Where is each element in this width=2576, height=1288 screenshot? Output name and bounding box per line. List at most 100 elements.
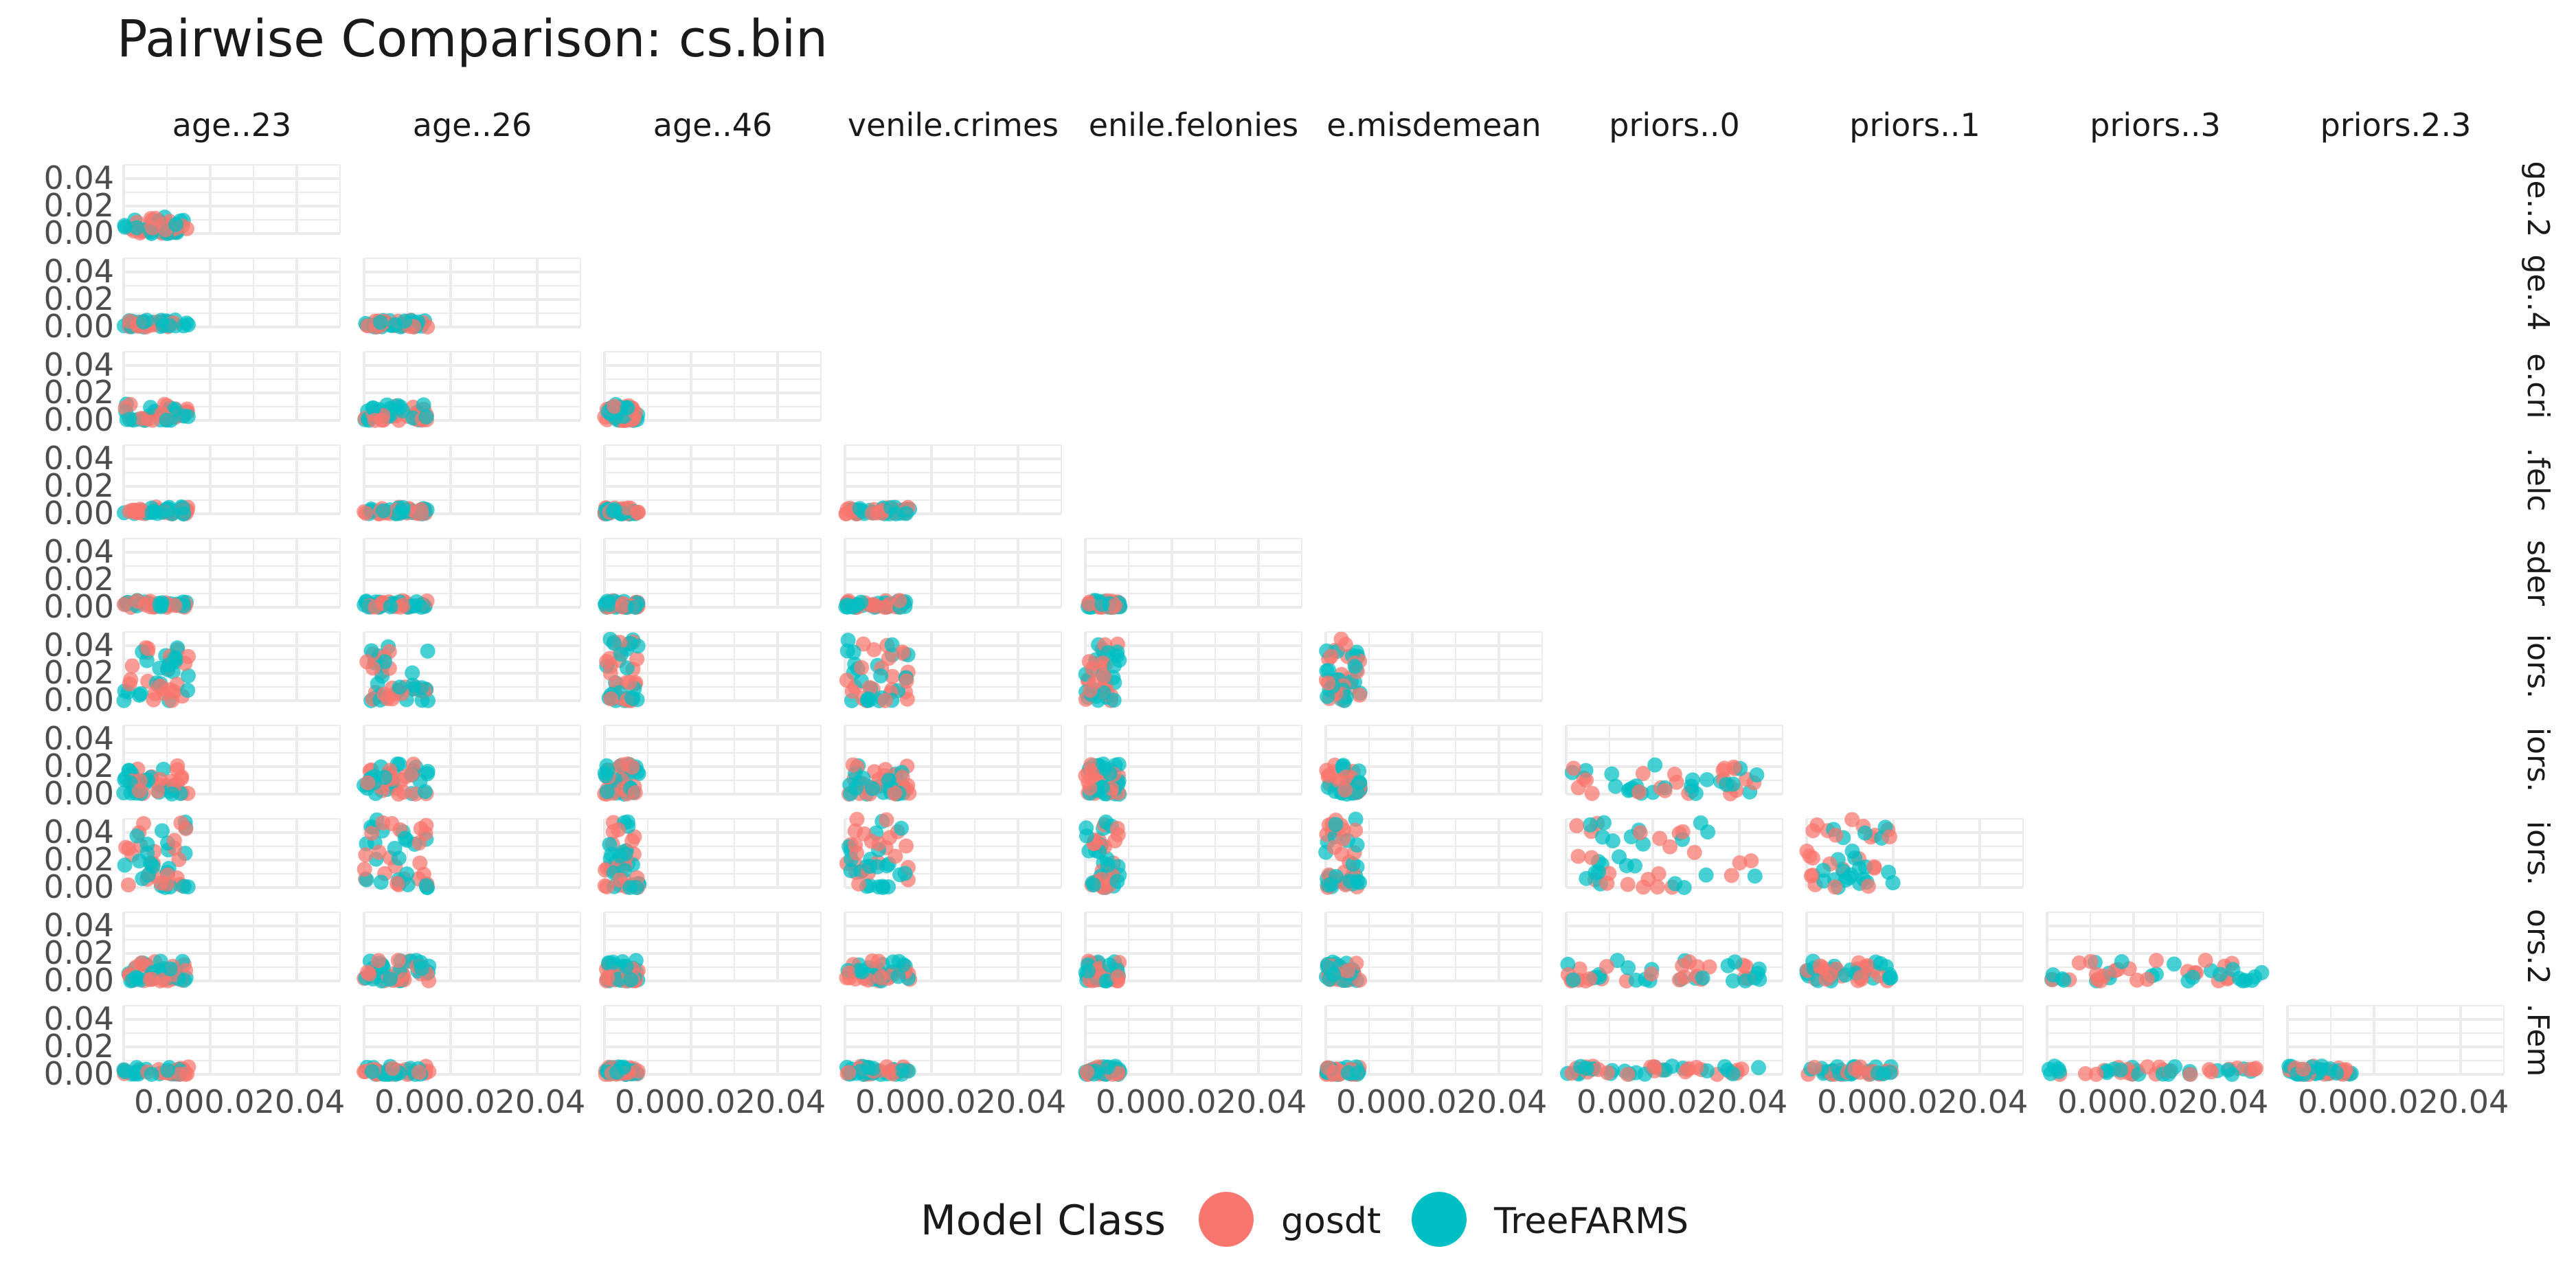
point-treefarms [1816, 863, 1831, 879]
point-treefarms [1604, 766, 1620, 782]
point-gosdt [1671, 972, 1687, 988]
point-treefarms [1106, 692, 1122, 708]
point-gosdt [1620, 877, 1636, 892]
point-treefarms [2112, 1062, 2128, 1078]
point-treefarms [375, 503, 391, 519]
point-gosdt [1570, 848, 1586, 864]
y-tick-label: 0.02 [44, 467, 114, 504]
panel-r5-c5 [1324, 631, 1543, 702]
point-treefarms [1328, 868, 1344, 884]
point-treefarms [122, 411, 137, 427]
point-gosdt [881, 1063, 896, 1079]
point-gosdt [389, 876, 405, 892]
point-treefarms [1320, 688, 1335, 704]
point-gosdt [872, 970, 888, 986]
point-treefarms [1627, 858, 1643, 874]
point-gosdt [602, 651, 618, 666]
point-gosdt [1726, 759, 1741, 775]
point-treefarms [1685, 772, 1701, 788]
point-treefarms [417, 784, 433, 800]
point-treefarms [1747, 868, 1763, 884]
x-tick-label: 0.000.020.04 [855, 1083, 1066, 1120]
point-gosdt [627, 784, 643, 800]
point-treefarms [1100, 857, 1116, 873]
panel-r9-c4 [1084, 1005, 1302, 1076]
point-treefarms [899, 506, 914, 521]
point-treefarms [383, 599, 398, 615]
point-gosdt [140, 641, 156, 657]
point-gosdt [358, 506, 374, 521]
point-gosdt [1323, 648, 1339, 664]
point-gosdt [1799, 844, 1815, 859]
point-gosdt [2083, 953, 2099, 969]
y-tick-label: 0.00 [44, 775, 114, 812]
point-gosdt [1096, 668, 1111, 684]
y-tick-label: 0.00 [44, 588, 114, 625]
point-gosdt [170, 762, 185, 778]
point-treefarms [840, 633, 856, 648]
point-gosdt [1599, 875, 1615, 891]
point-treefarms [168, 216, 184, 232]
point-treefarms [418, 409, 434, 425]
point-treefarms [1347, 659, 1363, 675]
point-treefarms [365, 400, 381, 416]
point-gosdt [396, 784, 411, 800]
point-treefarms [1573, 1059, 1589, 1074]
point-treefarms [1345, 856, 1361, 872]
point-treefarms [397, 313, 413, 329]
point-treefarms [1699, 771, 1715, 787]
point-treefarms [624, 690, 640, 706]
y-tick-label: 0.02 [44, 280, 114, 317]
point-treefarms [1566, 972, 1581, 988]
row-strip-label: ge..4 [2520, 255, 2555, 331]
point-treefarms [853, 594, 869, 610]
row-strip-label: iors. [2520, 634, 2555, 699]
point-treefarms [1698, 867, 1714, 883]
point-treefarms [606, 635, 622, 651]
point-treefarms [1751, 961, 1767, 977]
point-gosdt [1082, 780, 1098, 796]
legend-swatch-gosdt [1199, 1192, 1254, 1247]
point-gosdt [1667, 767, 1682, 782]
point-treefarms [1348, 811, 1364, 827]
point-gosdt [600, 970, 615, 986]
point-gosdt [2246, 1061, 2262, 1077]
point-treefarms [612, 848, 628, 863]
column-strip-label: priors.2.3 [2320, 106, 2472, 144]
point-treefarms [144, 505, 160, 521]
point-gosdt [166, 833, 182, 848]
point-treefarms [153, 313, 169, 328]
point-gosdt [1743, 853, 1759, 869]
point-gosdt [1107, 598, 1122, 613]
point-treefarms [2225, 962, 2241, 978]
point-gosdt [1340, 963, 1356, 979]
point-treefarms [2220, 1062, 2236, 1078]
point-treefarms [620, 400, 635, 416]
point-treefarms [1727, 954, 1743, 970]
point-treefarms [627, 599, 643, 615]
point-gosdt [385, 1061, 400, 1076]
point-gosdt [2140, 1059, 2156, 1075]
point-gosdt [877, 692, 893, 708]
point-gosdt [879, 812, 894, 828]
point-treefarms [607, 501, 622, 517]
point-gosdt [360, 964, 376, 980]
y-tick-label: 0.04 [44, 346, 114, 383]
point-treefarms [117, 218, 133, 234]
point-gosdt [849, 811, 865, 827]
point-gosdt [371, 953, 387, 969]
point-treefarms [1328, 817, 1344, 833]
point-gosdt [1644, 966, 1660, 982]
point-gosdt [1635, 766, 1651, 782]
point-gosdt [364, 825, 380, 841]
point-treefarms [1688, 786, 1704, 802]
point-treefarms [416, 397, 431, 413]
point-treefarms [602, 837, 618, 852]
point-gosdt [1079, 1064, 1095, 1080]
point-treefarms [599, 784, 615, 800]
x-tick-label: 0.000.020.04 [2057, 1083, 2268, 1120]
point-treefarms [2244, 973, 2260, 988]
point-treefarms [881, 879, 896, 894]
point-gosdt [1844, 812, 1860, 828]
point-gosdt [841, 965, 857, 981]
